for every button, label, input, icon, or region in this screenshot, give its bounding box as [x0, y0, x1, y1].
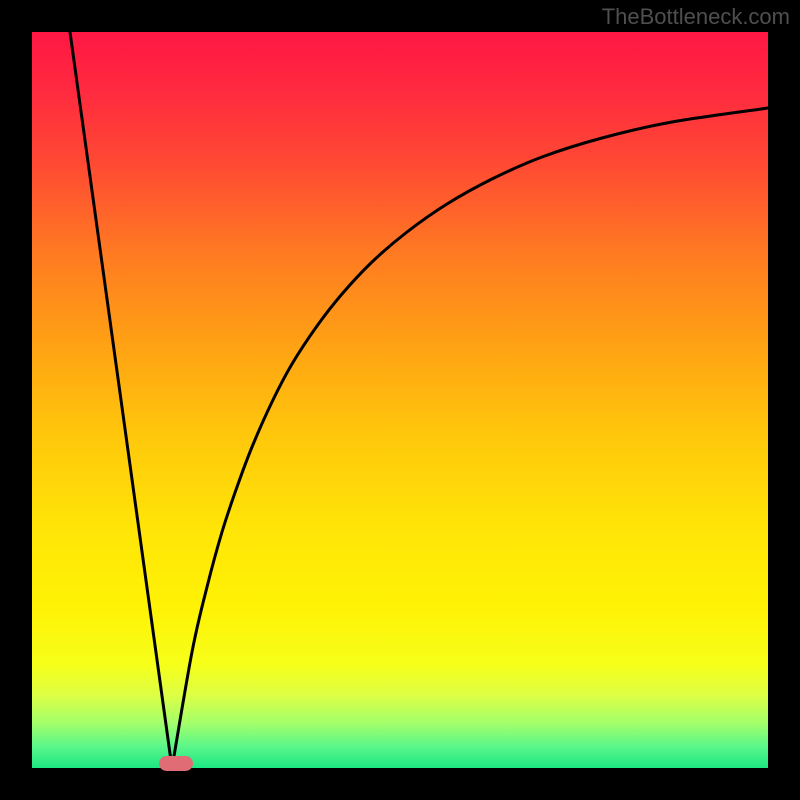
- plot-area: [32, 32, 768, 768]
- chart-container: TheBottleneck.com: [0, 0, 800, 800]
- optimal-marker: [159, 756, 193, 771]
- curve-layer: [32, 32, 768, 768]
- bottleneck-curve: [70, 32, 768, 768]
- watermark-text: TheBottleneck.com: [602, 4, 790, 30]
